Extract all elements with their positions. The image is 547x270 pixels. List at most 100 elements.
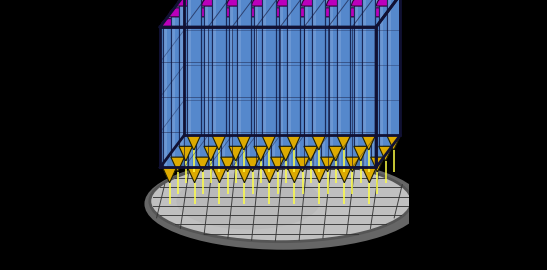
Bar <box>288 0 291 135</box>
Polygon shape <box>160 27 376 167</box>
Wedge shape <box>211 19 229 28</box>
Wedge shape <box>277 0 295 6</box>
Bar <box>271 16 284 157</box>
Bar <box>187 0 201 135</box>
Polygon shape <box>362 136 375 150</box>
Wedge shape <box>352 0 370 6</box>
Bar <box>238 0 241 135</box>
Bar <box>312 0 325 135</box>
Polygon shape <box>287 136 300 150</box>
Polygon shape <box>376 0 400 167</box>
Polygon shape <box>188 168 201 183</box>
Ellipse shape <box>150 161 412 242</box>
Polygon shape <box>263 168 276 183</box>
Polygon shape <box>337 168 351 183</box>
Polygon shape <box>163 168 176 183</box>
Polygon shape <box>271 157 284 172</box>
Bar <box>196 16 210 157</box>
Polygon shape <box>238 168 251 183</box>
Wedge shape <box>310 19 328 28</box>
Polygon shape <box>160 0 400 27</box>
Polygon shape <box>246 157 259 172</box>
Wedge shape <box>327 0 345 6</box>
Wedge shape <box>252 0 270 6</box>
Polygon shape <box>312 136 325 150</box>
Bar <box>313 0 316 135</box>
Wedge shape <box>160 19 179 28</box>
Polygon shape <box>288 168 301 183</box>
Bar <box>279 5 293 146</box>
Bar <box>188 27 201 167</box>
Bar <box>171 16 184 157</box>
Bar <box>354 5 368 146</box>
Polygon shape <box>212 136 225 150</box>
Bar <box>163 27 176 167</box>
Bar <box>272 16 275 157</box>
Polygon shape <box>179 146 193 161</box>
Bar <box>313 27 326 167</box>
Bar <box>238 27 251 167</box>
Bar <box>246 16 259 157</box>
Bar <box>238 27 242 167</box>
Bar <box>213 27 217 167</box>
Bar <box>254 5 267 146</box>
Wedge shape <box>269 8 287 17</box>
Polygon shape <box>184 0 400 135</box>
Bar <box>387 0 400 135</box>
Wedge shape <box>368 8 387 17</box>
Bar <box>330 5 333 146</box>
Polygon shape <box>221 157 234 172</box>
Bar <box>204 5 218 146</box>
Bar <box>180 5 183 146</box>
Polygon shape <box>371 157 384 172</box>
Polygon shape <box>387 136 400 150</box>
Bar <box>354 5 358 146</box>
Bar <box>247 16 249 157</box>
Wedge shape <box>376 0 394 6</box>
Bar <box>380 5 382 146</box>
Bar <box>262 0 276 135</box>
Polygon shape <box>346 157 359 172</box>
Polygon shape <box>160 0 184 167</box>
Bar <box>288 27 292 167</box>
Bar <box>363 27 376 167</box>
Polygon shape <box>229 146 242 161</box>
Polygon shape <box>171 157 184 172</box>
Polygon shape <box>379 146 392 161</box>
Bar <box>371 16 375 157</box>
Polygon shape <box>296 157 309 172</box>
Bar <box>363 27 366 167</box>
Bar <box>304 5 317 146</box>
Wedge shape <box>177 0 195 6</box>
Ellipse shape <box>144 158 422 250</box>
Wedge shape <box>360 19 379 28</box>
Polygon shape <box>337 136 351 150</box>
Bar <box>347 16 350 157</box>
Wedge shape <box>301 0 319 6</box>
Bar <box>296 16 309 157</box>
Bar <box>321 16 334 157</box>
Bar <box>172 16 174 157</box>
Bar <box>305 5 307 146</box>
Polygon shape <box>363 168 376 183</box>
Bar <box>371 16 384 157</box>
Bar <box>197 16 200 157</box>
Polygon shape <box>321 157 334 172</box>
Bar <box>237 0 251 135</box>
Wedge shape <box>293 8 312 17</box>
Polygon shape <box>313 168 326 183</box>
Bar <box>164 27 167 167</box>
Bar <box>388 0 391 135</box>
Bar <box>322 16 324 157</box>
Bar <box>213 27 226 167</box>
Polygon shape <box>213 168 226 183</box>
Wedge shape <box>235 19 254 28</box>
Bar <box>363 0 366 135</box>
Bar <box>329 5 342 146</box>
Bar <box>188 0 191 135</box>
Polygon shape <box>204 146 218 161</box>
Bar <box>313 27 316 167</box>
Bar <box>288 27 301 167</box>
Polygon shape <box>196 157 210 172</box>
Bar <box>287 0 300 135</box>
